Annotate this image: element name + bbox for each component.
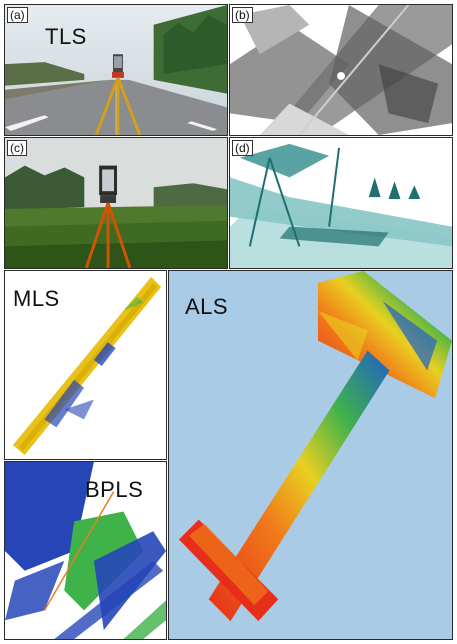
panel-als: ALS (168, 270, 453, 640)
panel-d-tls-cloud-teal: (d) (229, 137, 453, 269)
panel-tag-c: (c) (7, 140, 27, 156)
panel-tag-b: (b) (232, 7, 253, 23)
bpls-label: BPLS (85, 477, 144, 502)
field-scanner-image (5, 138, 227, 268)
road-scanner-image (5, 5, 227, 135)
panel-a-road-photo: (a) TLS (4, 4, 228, 136)
panel-tag-a: (a) (7, 7, 28, 23)
als-label: ALS (185, 294, 229, 319)
panel-tag-d: (d) (232, 140, 253, 156)
tls-label: TLS (45, 24, 87, 49)
tls-cloud-gray-image (230, 5, 452, 135)
tls-cloud-teal-image (230, 138, 452, 268)
panel-mls: MLS (4, 270, 167, 460)
bpls-cloud-image (5, 462, 166, 639)
mls-label: MLS (13, 286, 60, 311)
panel-c-field-photo: (c) (4, 137, 228, 269)
als-cloud-image (169, 271, 452, 639)
panel-bpls: BPLS (4, 461, 167, 640)
mls-cloud-image (5, 271, 166, 459)
panel-b-tls-cloud: (b) (229, 4, 453, 136)
